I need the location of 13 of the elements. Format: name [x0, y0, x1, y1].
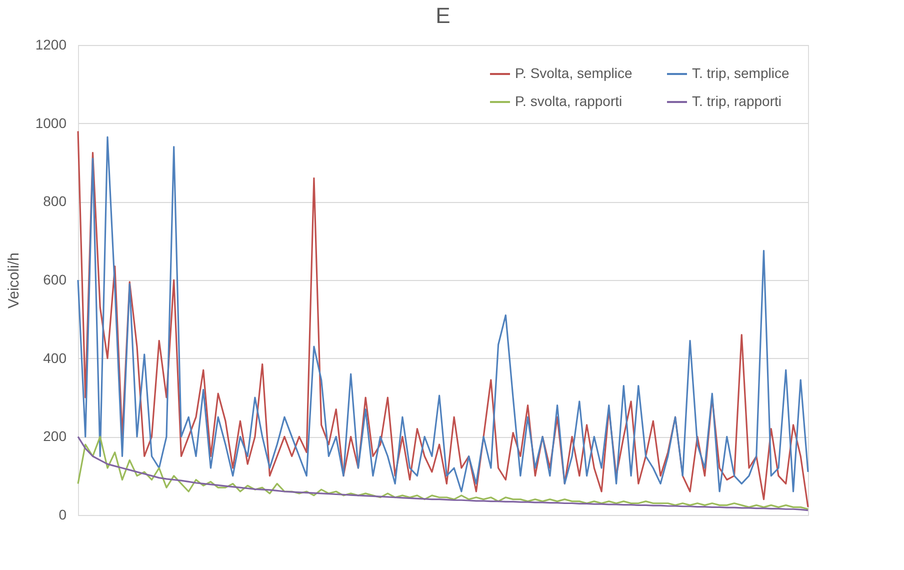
y-tick-label: 600 — [43, 272, 67, 288]
legend-label: P. Svolta, semplice — [515, 65, 632, 81]
y-tick-label: 800 — [43, 193, 67, 210]
y-tick-label: 0 — [58, 506, 67, 522]
y-tick-label: 1000 — [35, 114, 67, 131]
y-tick-label: 200 — [43, 428, 67, 444]
chart-title: E — [436, 3, 450, 28]
y-tick-label: 400 — [43, 350, 67, 366]
y-axis-title: Veicoli/h — [5, 252, 22, 308]
legend-label: P. svolta, rapporti — [515, 93, 622, 109]
legend-label: T. trip, semplice — [692, 65, 790, 81]
legend-label: T. trip, rapporti — [692, 93, 782, 109]
y-tick-label: 1200 — [35, 36, 67, 52]
